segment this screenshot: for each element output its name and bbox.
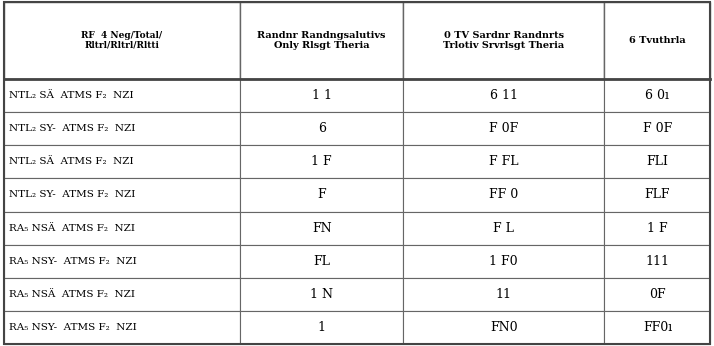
Text: RF  4 Neg/Total/
Rltrl/Rltrl/Rltti: RF 4 Neg/Total/ Rltrl/Rltrl/Rltti — [81, 30, 163, 50]
Bar — [4, 245, 241, 278]
Text: FLI: FLI — [646, 155, 668, 168]
Text: NTL₂ SÄ  ATMS F₂  NZI: NTL₂ SÄ ATMS F₂ NZI — [9, 91, 134, 100]
Text: FN0: FN0 — [490, 321, 518, 334]
Text: 1 F: 1 F — [311, 155, 332, 168]
Bar — [241, 112, 403, 145]
Bar — [4, 278, 241, 311]
Bar — [605, 79, 710, 112]
Text: FN: FN — [312, 222, 331, 235]
Text: F 0F: F 0F — [489, 122, 518, 135]
Text: FF0ı: FF0ı — [643, 321, 672, 334]
Text: FL: FL — [313, 255, 330, 268]
Text: F FL: F FL — [489, 155, 518, 168]
Text: Randnr Randngsalutivs
Only Rlsgt Theria: Randnr Randngsalutivs Only Rlsgt Theria — [258, 30, 386, 50]
Bar — [605, 2, 710, 79]
Bar — [241, 245, 403, 278]
Text: 1: 1 — [318, 321, 326, 334]
Bar — [403, 178, 605, 211]
Text: NTL₂ SÄ  ATMS F₂  NZI: NTL₂ SÄ ATMS F₂ NZI — [9, 157, 134, 166]
Text: 1 F0: 1 F0 — [489, 255, 518, 268]
Text: 6 Tvuthrla: 6 Tvuthrla — [629, 36, 685, 45]
Bar — [4, 311, 241, 344]
Text: F L: F L — [493, 222, 514, 235]
Bar — [241, 2, 403, 79]
Bar — [4, 211, 241, 245]
Bar — [403, 145, 605, 178]
Bar — [241, 278, 403, 311]
Bar — [4, 2, 241, 79]
Bar — [241, 145, 403, 178]
Bar — [403, 211, 605, 245]
Text: 6: 6 — [318, 122, 326, 135]
Bar — [605, 112, 710, 145]
Text: FF 0: FF 0 — [489, 189, 518, 201]
Bar — [605, 278, 710, 311]
Text: 6 11: 6 11 — [490, 89, 518, 102]
Bar — [241, 211, 403, 245]
Bar — [403, 2, 605, 79]
Text: FLF: FLF — [645, 189, 670, 201]
Text: 6 0ı: 6 0ı — [645, 89, 670, 102]
Bar — [605, 211, 710, 245]
Bar — [605, 145, 710, 178]
Text: 0F: 0F — [649, 288, 665, 301]
Bar — [605, 178, 710, 211]
Bar — [4, 145, 241, 178]
Bar — [403, 311, 605, 344]
Bar — [605, 311, 710, 344]
Text: 1 F: 1 F — [647, 222, 668, 235]
Bar — [403, 79, 605, 112]
Text: 11: 11 — [496, 288, 512, 301]
Bar — [241, 311, 403, 344]
Text: RA₅ NSY-  ATMS F₂  NZI: RA₅ NSY- ATMS F₂ NZI — [9, 257, 137, 266]
Bar — [4, 79, 241, 112]
Text: F 0F: F 0F — [643, 122, 672, 135]
Bar — [241, 79, 403, 112]
Bar — [241, 178, 403, 211]
Bar — [403, 112, 605, 145]
Text: RA₅ NSY-  ATMS F₂  NZI: RA₅ NSY- ATMS F₂ NZI — [9, 323, 137, 332]
Bar — [4, 112, 241, 145]
Text: NTL₂ SY-  ATMS F₂  NZI: NTL₂ SY- ATMS F₂ NZI — [9, 124, 136, 133]
Bar — [403, 278, 605, 311]
Text: 1 N: 1 N — [310, 288, 333, 301]
Bar — [4, 178, 241, 211]
Text: 0 TV Sardnr Randnrts
Trlotiv Srvrlsgt Theria: 0 TV Sardnr Randnrts Trlotiv Srvrlsgt Th… — [443, 30, 564, 50]
Text: 111: 111 — [645, 255, 670, 268]
Text: 1 1: 1 1 — [311, 89, 332, 102]
Text: RA₅ NSÄ  ATMS F₂  NZI: RA₅ NSÄ ATMS F₂ NZI — [9, 290, 135, 299]
Bar — [605, 245, 710, 278]
Text: NTL₂ SY-  ATMS F₂  NZI: NTL₂ SY- ATMS F₂ NZI — [9, 190, 136, 199]
Text: F: F — [317, 189, 326, 201]
Text: RA₅ NSÄ  ATMS F₂  NZI: RA₅ NSÄ ATMS F₂ NZI — [9, 224, 135, 233]
Bar — [403, 245, 605, 278]
